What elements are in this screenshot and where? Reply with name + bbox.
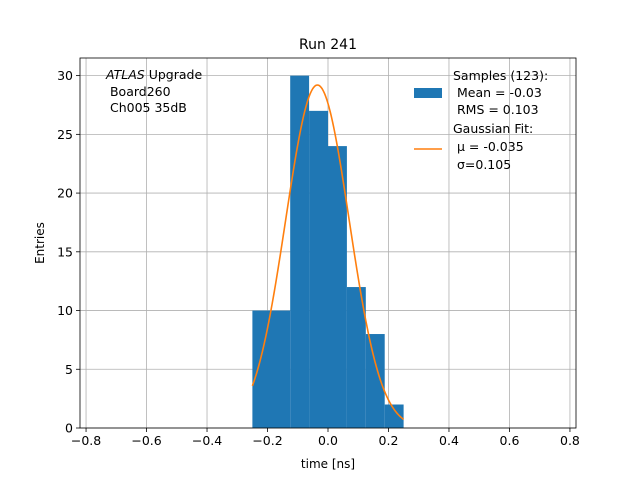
y-axis-ticks: 0 5 10 15 20 25 30 <box>57 68 80 436</box>
annotation-line1: ATLAS Upgrade <box>105 67 202 82</box>
legend-hist-line2: Mean = -0.03 <box>453 85 542 100</box>
y-tick-label: 25 <box>57 127 73 142</box>
y-tick-label: 20 <box>57 186 73 201</box>
annotation-line3: Ch005 35dB <box>106 100 187 115</box>
y-tick-label: 10 <box>57 303 73 318</box>
annotation-line2: Board260 <box>106 84 171 99</box>
histogram-bar <box>328 146 347 428</box>
legend-fit-line2: μ = -0.035 <box>453 139 524 154</box>
x-tick-label: 0.8 <box>560 433 580 448</box>
x-tick-label: 0.4 <box>439 433 459 448</box>
x-tick-label: 0.2 <box>379 433 399 448</box>
legend-hist-swatch <box>414 88 442 98</box>
x-tick-label: 0.6 <box>500 433 520 448</box>
y-axis-label: Entries <box>33 222 47 264</box>
y-tick-label: 15 <box>57 244 73 259</box>
histogram-bar <box>309 110 328 428</box>
histogram-bars <box>252 75 404 428</box>
histogram-bar <box>290 75 310 428</box>
histogram-bar <box>365 334 385 428</box>
gaussian-fit-line <box>251 84 405 421</box>
x-axis-ticks: −0.8 −0.6 −0.4 −0.2 0.0 0.2 0.4 0.6 0.8 <box>71 428 580 448</box>
chart-title: Run 241 <box>299 37 357 53</box>
legend: Samples (123): Mean = -0.03 RMS = 0.103 … <box>414 68 548 172</box>
legend-hist-line3: RMS = 0.103 <box>453 102 539 117</box>
y-tick-label: 0 <box>65 421 73 436</box>
x-axis-label: time [ns] <box>301 457 355 471</box>
x-tick-label: −0.8 <box>71 433 101 448</box>
atlas-annotation: ATLAS Upgrade Board260 Ch005 35dB <box>105 67 202 115</box>
x-tick-label: 0.0 <box>318 433 338 448</box>
x-tick-label: −0.4 <box>192 433 222 448</box>
y-tick-label: 5 <box>65 362 73 377</box>
annotation-atlas: ATLAS <box>105 67 145 82</box>
histogram-bar <box>384 404 404 428</box>
histogram-bar <box>346 287 366 428</box>
annotation-upgrade: Upgrade <box>145 67 203 82</box>
legend-hist-line1: Samples (123): <box>453 68 548 83</box>
legend-fit-line1: Gaussian Fit: <box>453 121 533 136</box>
y-tick-label: 30 <box>57 68 73 83</box>
x-tick-label: −0.2 <box>252 433 282 448</box>
x-tick-label: −0.6 <box>131 433 161 448</box>
histogram-bar <box>252 310 291 428</box>
legend-fit-line3: σ=0.105 <box>453 157 511 172</box>
